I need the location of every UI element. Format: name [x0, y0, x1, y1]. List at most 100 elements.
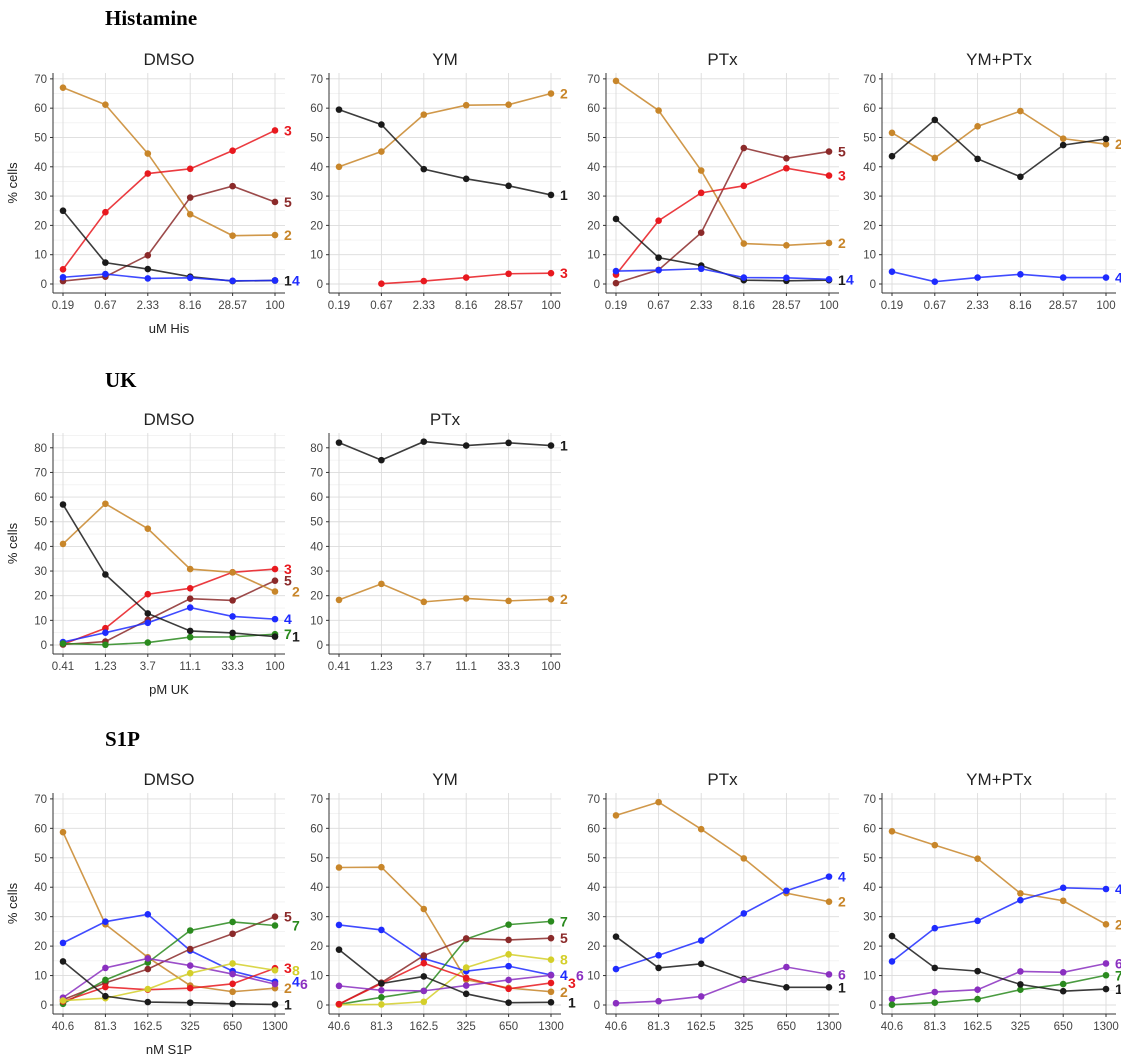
y-tick-label: 10: [863, 971, 876, 983]
series-end-label: 2: [560, 591, 568, 607]
y-tick-label: 80: [34, 443, 47, 455]
data-point: [186, 565, 194, 573]
data-point: [186, 969, 194, 977]
data-point: [420, 987, 428, 995]
x-tick-label: 650: [499, 1021, 518, 1033]
x-tick-label: 28.57: [494, 300, 523, 312]
series-end-label: 7: [292, 918, 300, 934]
data-point: [547, 269, 555, 277]
data-point: [931, 154, 939, 162]
data-point: [229, 918, 236, 926]
series-2: 2: [59, 84, 292, 243]
series-2: 2: [335, 580, 568, 607]
y-tick-label: 60: [587, 103, 600, 115]
data-point: [1017, 968, 1024, 975]
data-point: [462, 982, 470, 989]
data-point: [229, 147, 236, 154]
series-line: [338, 440, 552, 461]
grid: [329, 433, 561, 654]
data-point: [59, 84, 67, 91]
data-point: [335, 1000, 343, 1008]
data-point: [825, 873, 833, 880]
data-point: [505, 976, 512, 984]
data-point: [462, 964, 470, 971]
x-tick-label: 0.67: [94, 300, 116, 312]
x-tick-label: 33.3: [221, 661, 243, 673]
data-point: [1102, 135, 1110, 143]
x-tick-label: 28.57: [1049, 300, 1078, 312]
data-point: [974, 986, 981, 993]
data-point: [59, 207, 67, 215]
y-tick-label: 40: [34, 162, 47, 174]
series-8: 8: [59, 960, 300, 1004]
data-point: [102, 629, 109, 636]
data-point: [378, 280, 385, 288]
data-point: [59, 640, 67, 647]
x-tick-label: 0.19: [605, 300, 627, 312]
data-point: [825, 172, 833, 179]
data-point: [229, 568, 236, 576]
chart-panel-5: PTx 0 10 20 30 40 50 60 70 80 0.41 1.23 3.7 11.1 33.3 1…: [310, 410, 568, 673]
x-axis-label: nM S1P: [146, 1042, 192, 1057]
y-axis-label: % cells: [5, 162, 20, 204]
x-tick-label: 1300: [538, 1021, 564, 1033]
series-line: [615, 147, 830, 284]
section-title-histamine: Histamine: [105, 6, 198, 30]
series-end-label: 2: [292, 584, 300, 600]
series-end-label: 3: [560, 265, 568, 281]
series-3: 3: [335, 959, 576, 1008]
x-tick-label: 40.6: [52, 1021, 74, 1033]
data-point: [1017, 986, 1024, 993]
y-tick-label: 40: [310, 162, 323, 174]
x-tick-label: 0.19: [881, 300, 903, 312]
chart-panel-8: PTx 0 10 20 30 40 50 60 70 40.6 81.3 162.5 325 650 130…: [587, 770, 846, 1033]
data-point: [740, 182, 748, 190]
data-point: [186, 633, 194, 641]
y-tick-label: 0: [594, 279, 600, 291]
x-tick-label: 100: [541, 300, 560, 312]
data-point: [271, 966, 279, 974]
series-end-label: 4: [1115, 270, 1121, 286]
series-2: 2: [888, 827, 1121, 932]
data-point: [420, 111, 428, 118]
data-point: [888, 995, 896, 1003]
data-point: [420, 438, 428, 445]
y-tick-label: 20: [587, 941, 600, 953]
data-point: [186, 595, 194, 602]
x-axis-label: pM UK: [149, 682, 189, 697]
data-point: [1017, 890, 1024, 897]
series-end-label: 1: [292, 629, 300, 645]
series-end-label: 3: [838, 168, 846, 184]
x-tick-label: 8.16: [455, 300, 477, 312]
data-point: [420, 165, 428, 173]
data-point: [144, 911, 152, 918]
series-1: 1: [888, 116, 1110, 181]
section-title-uk: UK: [105, 368, 137, 392]
y-tick-label: 50: [34, 132, 47, 144]
x-tick-label: 81.3: [370, 1021, 392, 1033]
x-tick-label: 0.41: [328, 661, 350, 673]
x-tick-label: 0.41: [52, 661, 74, 673]
data-point: [974, 274, 981, 281]
data-point: [102, 571, 109, 578]
panel-title: PTx: [430, 410, 461, 429]
data-point: [931, 924, 939, 932]
data-point: [271, 577, 279, 584]
x-tick-label: 100: [265, 300, 284, 312]
series-4: 4: [888, 268, 1121, 286]
x-tick-label: 162.5: [687, 1021, 716, 1033]
data-point: [783, 242, 790, 249]
data-point: [697, 189, 705, 197]
y-tick-label: 0: [317, 640, 323, 652]
series-end-label: 1: [1115, 981, 1121, 997]
data-point: [655, 266, 662, 274]
data-point: [783, 274, 790, 282]
data-point: [697, 265, 705, 273]
panel-title: YM: [432, 770, 458, 789]
series-4: 4: [612, 265, 854, 287]
y-tick-label: 10: [863, 250, 876, 262]
data-point: [59, 273, 67, 281]
chart-panel-0: DMSO 0 10 20 30 40 50 60 70 0.19 0.67 2.33 8.16 28.57…: [5, 50, 300, 336]
data-point: [974, 155, 981, 163]
data-point: [144, 275, 152, 282]
